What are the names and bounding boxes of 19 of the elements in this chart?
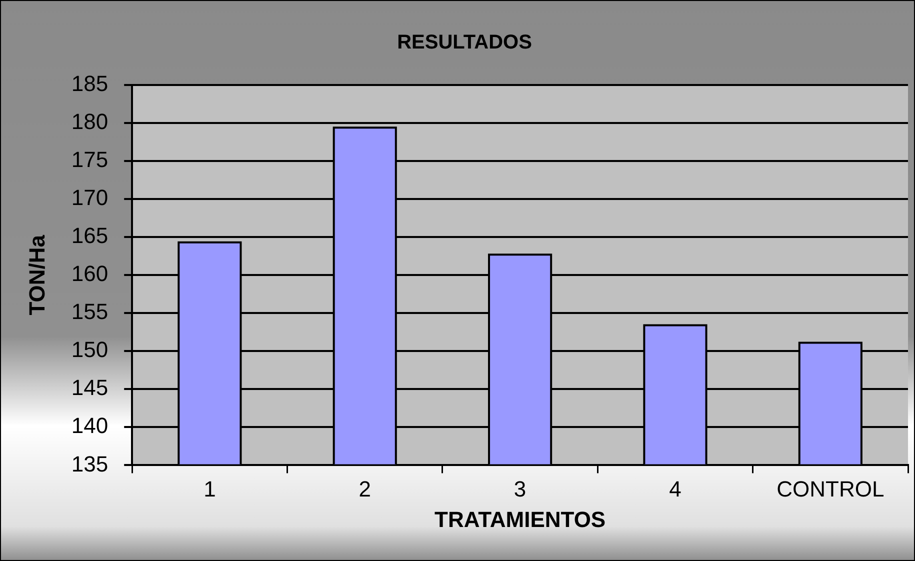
x-axis-title: TRATAMIENTOS: [434, 506, 606, 532]
y-tick-label: 185: [71, 71, 108, 96]
y-tick-label: 145: [71, 375, 108, 400]
x-tick-label: 4: [669, 476, 682, 502]
y-axis-title: TON/Ha: [24, 234, 50, 316]
x-tick-label: 3: [514, 476, 526, 502]
y-tick-label: 150: [71, 337, 108, 362]
y-tick-label: 160: [71, 261, 108, 286]
x-tick-label: 1: [204, 476, 216, 502]
x-tick-label: 2: [358, 476, 371, 502]
x-tick-label: CONTROL: [776, 476, 884, 502]
y-tick-label: 155: [71, 299, 108, 324]
y-tick-label: 180: [71, 109, 108, 134]
chart-title: RESULTADOS: [397, 32, 532, 54]
y-tick-label: 170: [71, 185, 108, 210]
y-tick-label: 140: [71, 413, 108, 438]
y-tick-label: 175: [71, 147, 108, 172]
y-tick-label: 135: [71, 451, 108, 476]
y-tick-label: 165: [71, 223, 108, 248]
